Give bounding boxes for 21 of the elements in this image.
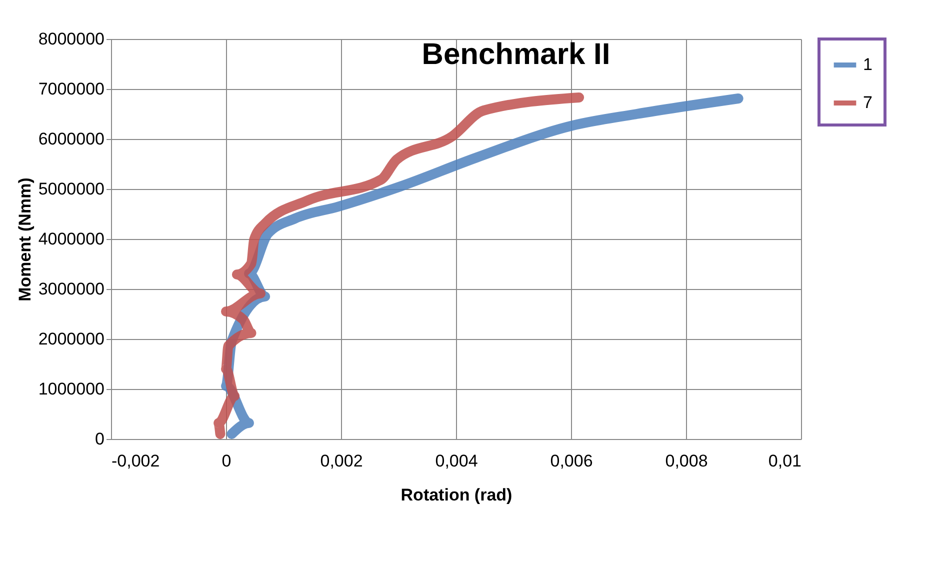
legend-label: 1 xyxy=(863,55,872,74)
x-tick-label: 0,002 xyxy=(320,452,363,470)
x-tick-label: 0,01 xyxy=(768,452,802,470)
y-tick-label: 8000000 xyxy=(38,30,104,48)
y-tick-label: 0 xyxy=(95,430,104,448)
y-tick-label: 4000000 xyxy=(38,230,104,248)
legend-label: 7 xyxy=(863,93,872,112)
x-tick-label: 0,008 xyxy=(665,452,708,470)
y-tick-label: 5000000 xyxy=(38,180,104,198)
x-tick-label: -0,002 xyxy=(112,452,160,470)
y-axis-title: Moment (Nmm) xyxy=(15,178,34,302)
y-tick-label: 6000000 xyxy=(38,130,104,148)
x-axis-title: Rotation (rad) xyxy=(400,486,512,504)
y-tick-label: 7000000 xyxy=(38,80,104,98)
x-tick-label: 0 xyxy=(222,452,232,470)
y-tick-label: 3000000 xyxy=(38,280,104,298)
y-tick-label: 2000000 xyxy=(38,330,104,348)
y-tick-label: 1000000 xyxy=(38,380,104,398)
chart-title: Benchmark II xyxy=(422,38,610,71)
x-tick-label: 0,004 xyxy=(435,452,478,470)
x-tick-label: 0,006 xyxy=(550,452,593,470)
